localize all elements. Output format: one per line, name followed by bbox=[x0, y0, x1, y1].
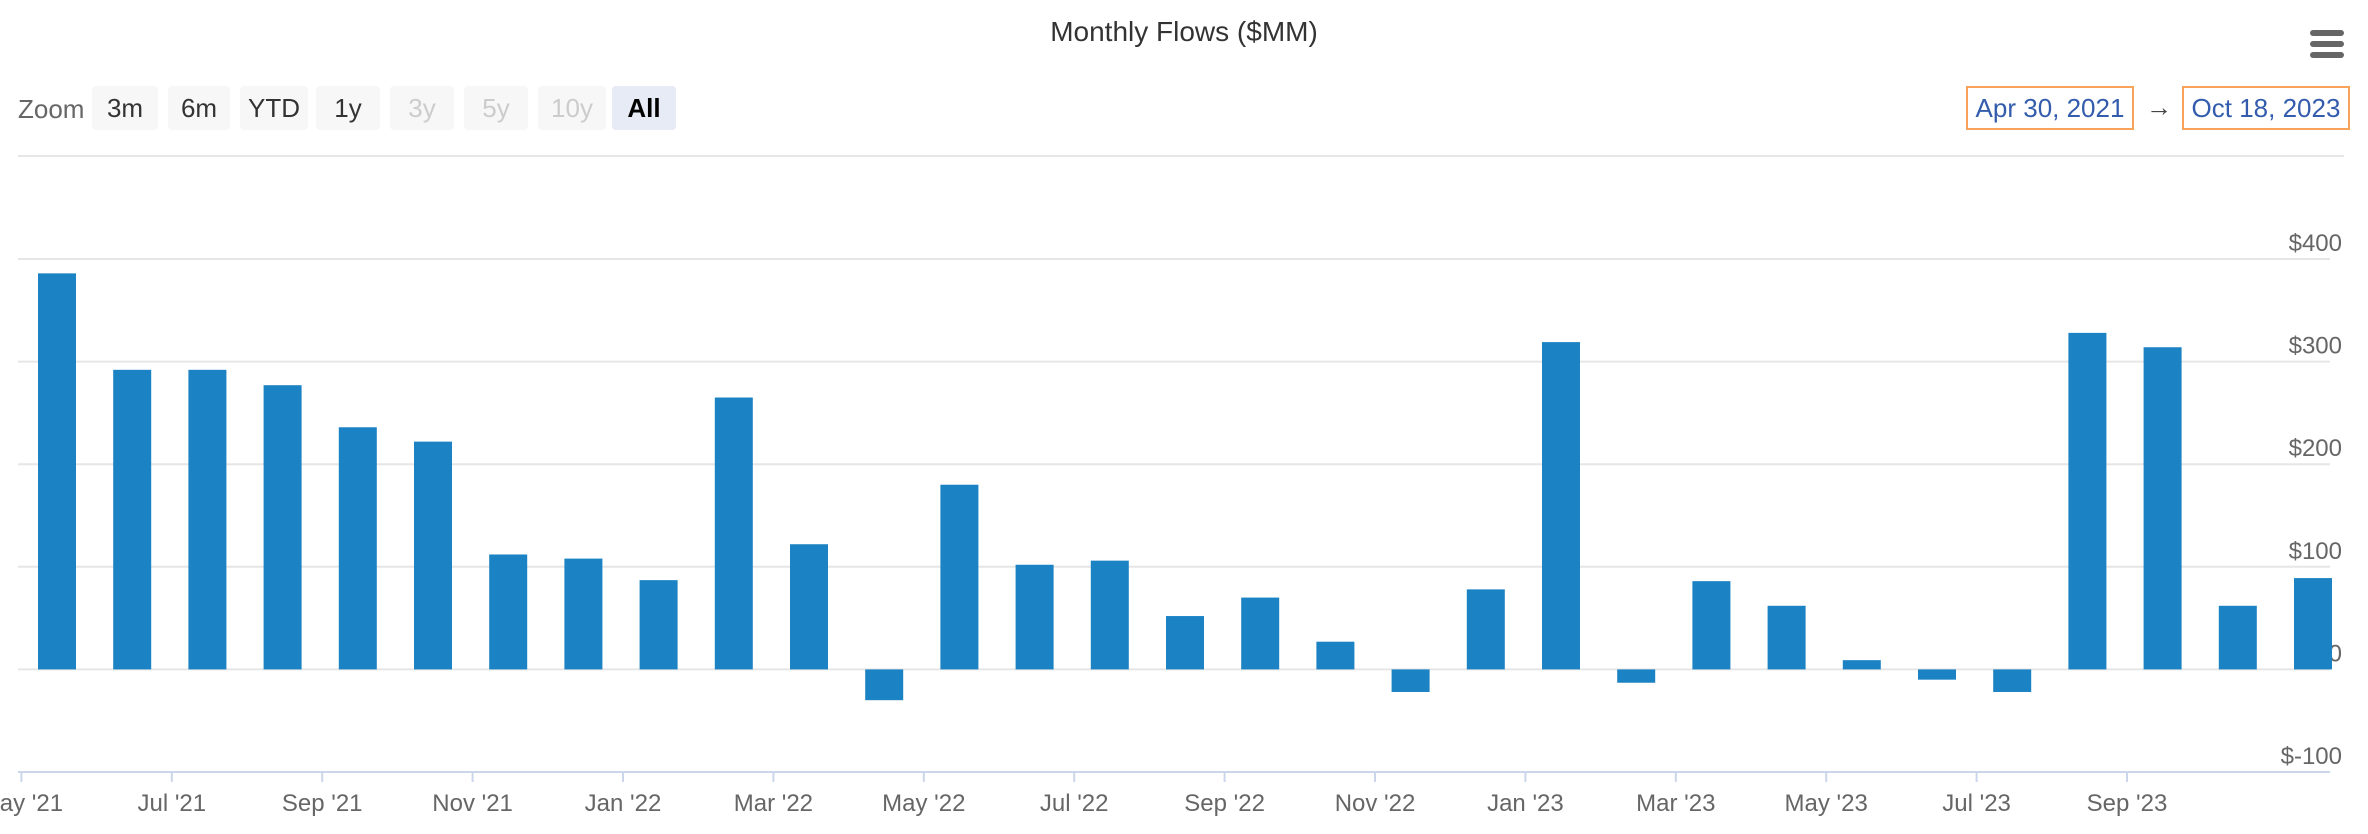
zoom-3y-button[interactable]: 3y bbox=[390, 86, 454, 130]
bar bbox=[1842, 660, 1881, 670]
zoom-all-button[interactable]: All bbox=[612, 86, 676, 130]
from-date-input[interactable]: Apr 30, 2021 bbox=[1966, 86, 2134, 130]
hamburger-menu-icon[interactable] bbox=[2310, 30, 2344, 60]
bar bbox=[489, 554, 528, 670]
bar bbox=[2068, 332, 2107, 670]
zoom-5y-button[interactable]: 5y bbox=[464, 86, 528, 130]
x-tick-label: Sep '21 bbox=[282, 790, 363, 817]
bar bbox=[1015, 564, 1054, 670]
chart-title: Monthly Flows ($MM) bbox=[1050, 16, 1318, 47]
zoom-ytd-button[interactable]: YTD bbox=[240, 86, 308, 130]
range-arrow: → bbox=[2146, 92, 2172, 122]
range-selector-divider bbox=[18, 155, 2344, 157]
bar bbox=[714, 397, 753, 670]
bar bbox=[1542, 342, 1580, 670]
x-tick-label: Jan '22 bbox=[585, 790, 662, 817]
bar bbox=[2143, 347, 2182, 670]
bar bbox=[1993, 669, 2032, 692]
bar bbox=[790, 544, 828, 670]
x-tick-label: Mar '22 bbox=[734, 790, 813, 817]
x-tick-label: Mar '23 bbox=[1636, 790, 1715, 817]
bar bbox=[414, 441, 452, 670]
zoom-1y-button[interactable]: 1y bbox=[316, 86, 380, 130]
bar bbox=[1241, 597, 1280, 670]
zoom-label: Zoom bbox=[18, 94, 85, 124]
zoom-6m-button[interactable]: 6m bbox=[168, 86, 230, 130]
bar bbox=[639, 580, 678, 670]
bar bbox=[564, 558, 603, 670]
x-tick-label: Sep '23 bbox=[2087, 790, 2168, 817]
x-tick-label: Nov '21 bbox=[432, 790, 513, 817]
x-tick-label: May '23 bbox=[1785, 790, 1868, 817]
bar bbox=[1316, 641, 1355, 670]
bar bbox=[2294, 578, 2332, 670]
to-date-input[interactable]: Oct 18, 2023 bbox=[2182, 86, 2350, 130]
zoom-10y-button[interactable]: 10y bbox=[538, 86, 606, 130]
y-tick-label: $200 bbox=[2289, 435, 2342, 462]
zoom-3m-button[interactable]: 3m bbox=[92, 86, 158, 130]
x-tick-label: May '22 bbox=[882, 790, 965, 817]
y-tick-label: $300 bbox=[2289, 333, 2342, 360]
bar bbox=[2218, 605, 2257, 670]
x-tick-label: Jul '22 bbox=[1040, 790, 1109, 817]
bar bbox=[1918, 669, 1956, 680]
x-tick-label: Nov '22 bbox=[1335, 790, 1416, 817]
y-tick-label: $100 bbox=[2289, 538, 2342, 565]
x-tick-label: Sep '22 bbox=[1184, 790, 1265, 817]
x-tick-label: May '21 bbox=[0, 790, 63, 817]
bar bbox=[188, 369, 227, 670]
y-tick-label: $400 bbox=[2289, 230, 2342, 257]
bar bbox=[1466, 589, 1505, 670]
bar bbox=[1166, 616, 1204, 670]
bar bbox=[865, 669, 904, 701]
bar bbox=[940, 484, 979, 670]
bar bbox=[1090, 560, 1129, 670]
bar bbox=[1692, 581, 1731, 670]
x-tick-label: Jul '21 bbox=[137, 790, 206, 817]
bar bbox=[38, 273, 76, 670]
bar bbox=[1767, 605, 1806, 670]
bar bbox=[338, 427, 377, 670]
x-tick-label: Jul '23 bbox=[1942, 790, 2011, 817]
x-tick-label: Jan '23 bbox=[1487, 790, 1564, 817]
bar bbox=[263, 385, 302, 670]
y-tick-label: $-100 bbox=[2281, 743, 2342, 770]
bar bbox=[1617, 669, 1656, 683]
bar bbox=[1391, 669, 1430, 692]
bar bbox=[113, 369, 152, 670]
